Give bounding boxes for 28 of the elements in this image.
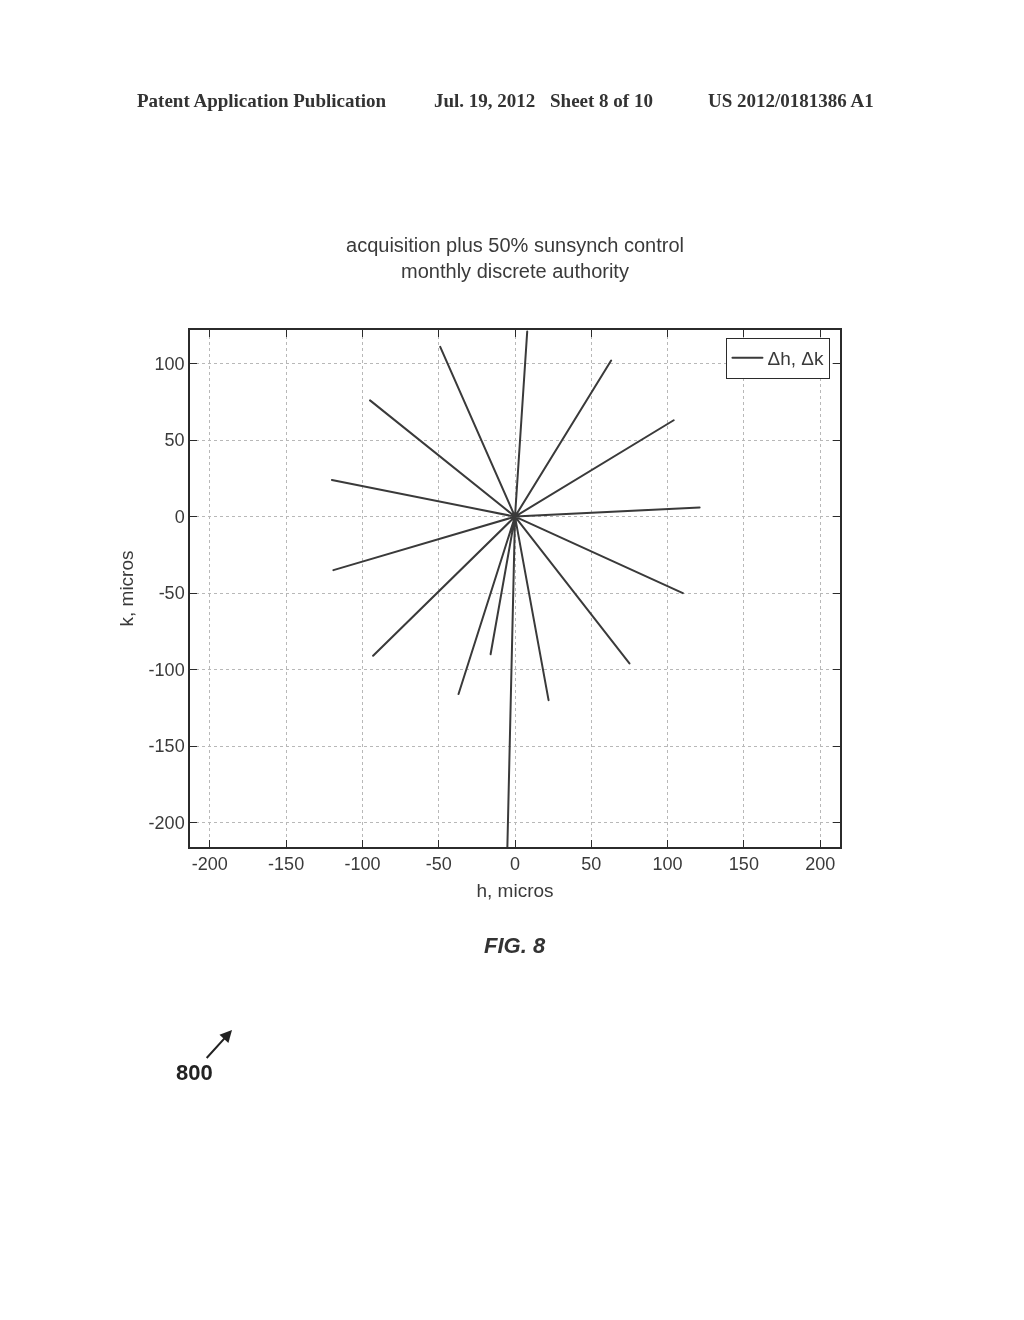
y-axis-title: k, micros xyxy=(115,550,137,627)
x-tick-label: 50 xyxy=(581,854,602,875)
text: US 2012/0181386 A1 xyxy=(708,90,874,111)
y-tick-label: 100 xyxy=(154,353,185,374)
x-tick-label: -200 xyxy=(191,854,228,875)
x-tick-label: -150 xyxy=(268,854,305,875)
text: 800 xyxy=(176,1060,213,1085)
x-axis-title: h, micros xyxy=(476,879,554,901)
text: Sheet 8 of 10 xyxy=(550,90,653,111)
x-tick-label: 200 xyxy=(805,854,836,875)
y-tick-label: 0 xyxy=(174,506,185,527)
x-tick-label: 100 xyxy=(652,854,683,875)
x-tick-label: -50 xyxy=(425,854,452,875)
x-tick-label: 0 xyxy=(509,854,521,875)
y-tick-label: -50 xyxy=(158,583,185,604)
legend-label: Δh, Δk xyxy=(767,348,824,370)
chart-subtitle: monthly discrete authority xyxy=(401,260,629,282)
y-tick-label: -100 xyxy=(148,659,185,680)
chart-title: acquisition plus 50% sunsynch control xyxy=(346,234,684,256)
x-tick-label: -100 xyxy=(344,854,381,875)
text: Jul. 19, 2012 xyxy=(434,90,536,111)
caption: FIG. 8 xyxy=(484,933,546,958)
line-series xyxy=(330,330,701,847)
y-tick-label: 50 xyxy=(164,430,185,451)
x-tick-label: 150 xyxy=(728,854,759,875)
y-tick-label: -200 xyxy=(148,812,185,833)
text: Patent Application Publication xyxy=(137,90,387,111)
y-tick-label: -150 xyxy=(148,736,185,757)
